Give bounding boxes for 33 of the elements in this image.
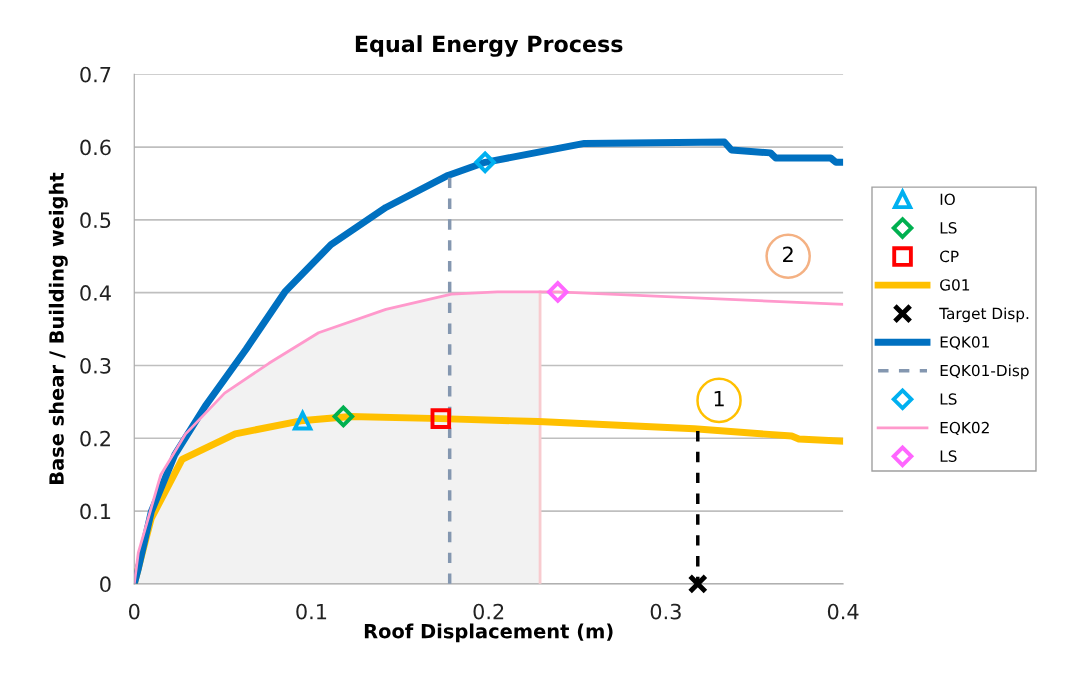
legend-label: CP [940, 250, 959, 263]
legend-label: LS [940, 450, 957, 462]
legend-label: Target Disp. [939, 307, 1029, 323]
legend-label: G01 [940, 279, 970, 291]
y-tick-label: 0.1 [80, 503, 111, 520]
point [546, 281, 569, 303]
y-tick-label: 0 [100, 576, 111, 593]
y-tick-label: 0.4 [80, 285, 111, 301]
x-tick-label: 0 [129, 603, 140, 620]
point [332, 405, 355, 428]
chart-title: Equal Energy Process [355, 35, 623, 57]
annotation: 1 [714, 390, 724, 407]
y-tick-label: 0.2 [80, 430, 110, 447]
y-tick-label: 0.6 [80, 139, 111, 156]
y-axis-title: Base shear / Building weight [48, 172, 68, 484]
x-tick-label: 0.4 [827, 603, 859, 620]
legend-label: EQK02 [940, 421, 989, 436]
x-tick-label: 0.1 [296, 603, 327, 620]
y-tick-label: 0.5 [80, 212, 111, 229]
point [430, 408, 452, 429]
legend-label: LS [940, 222, 957, 234]
legend-label: EQK01-Disp [940, 364, 1029, 380]
y-tick-label: 0.3 [80, 357, 111, 374]
x-tick-label: 0.3 [650, 603, 681, 620]
point [687, 573, 708, 594]
x-axis-title: Roof Displacement (m) [364, 623, 613, 643]
legend-label: LS [940, 393, 957, 405]
legend-label: IO [940, 193, 955, 206]
point [474, 151, 496, 174]
annotation: 2 [783, 246, 793, 263]
y-tick-label: 0.7 [80, 66, 111, 83]
legend-label: EQK01 [940, 336, 989, 350]
x-tick-label: 0.2 [473, 603, 504, 620]
